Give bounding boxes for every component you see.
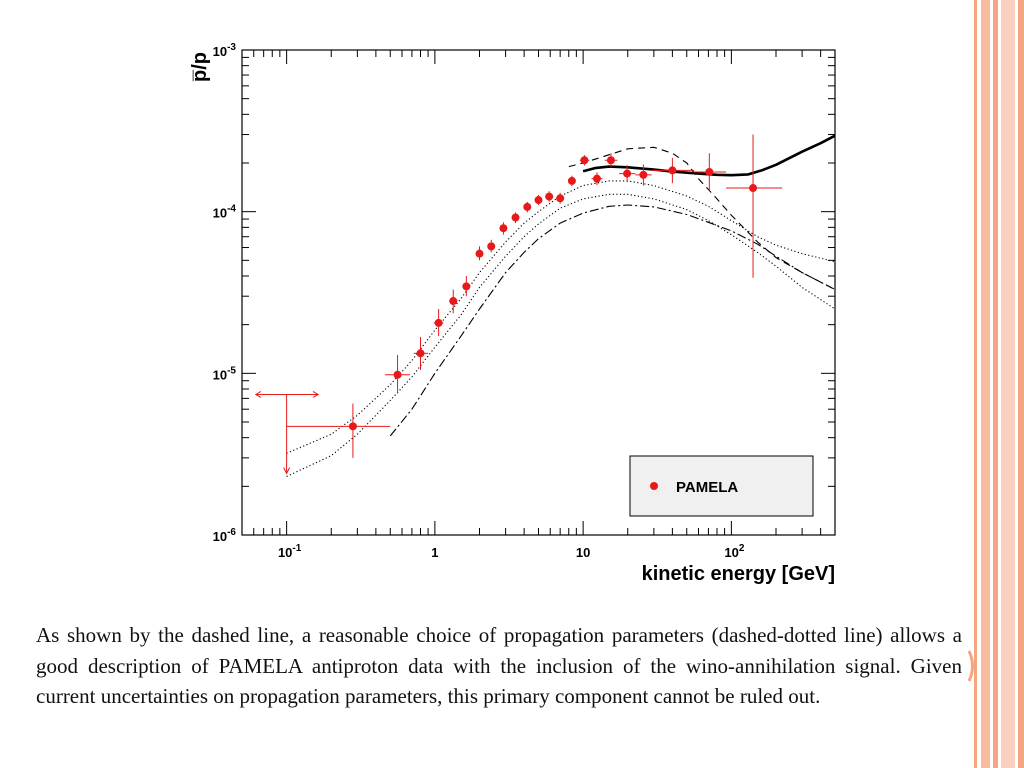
data-point [545, 192, 554, 201]
antiproton-ratio-chart: 10-1 1 10 102 10-6 10-5 10-4 10-3 kinetic energy… [180, 40, 840, 590]
data-point [534, 196, 543, 205]
stripe [1001, 0, 1015, 768]
x-tick-label: 102 [724, 543, 744, 560]
data-point [523, 202, 532, 211]
x-tick-label: 1 [431, 545, 438, 560]
data-point [434, 318, 443, 327]
upper-limit-arrow-right [312, 391, 320, 398]
data-point [499, 224, 508, 233]
data-point [462, 282, 471, 291]
chart-svg: 10-1 1 10 102 10-6 10-5 10-4 10-3 kinetic energy… [189, 42, 836, 585]
legend-box [629, 455, 814, 517]
upper-limit-arrow-left [254, 391, 262, 398]
x-tick-label: 10-1 [278, 543, 302, 560]
data-point [668, 166, 677, 175]
dotted-curve [286, 180, 836, 454]
data-point [348, 422, 357, 431]
plot-frame [241, 49, 836, 536]
data-point [511, 213, 520, 222]
data-point [487, 242, 496, 251]
data-point [749, 184, 758, 193]
stripe [974, 0, 977, 768]
data-point [393, 370, 402, 379]
y-tick-label: 10-5 [213, 365, 237, 382]
legend-marker [650, 482, 658, 490]
stripe [993, 0, 998, 768]
upper-limit-arrow-down [283, 467, 291, 475]
legend-label: PAMELA [676, 479, 738, 496]
data-point [416, 349, 425, 358]
data-point [606, 156, 615, 165]
y-tick-label: 10-6 [213, 527, 237, 544]
x-tick-label: 10 [576, 545, 590, 560]
data-point [556, 194, 565, 203]
orange-bracket-icon [967, 650, 974, 682]
data-point [705, 167, 714, 176]
data-point [580, 156, 589, 165]
y-tick-label: 10-3 [213, 42, 237, 59]
data-point [475, 249, 484, 258]
data-point [592, 174, 601, 183]
dotted-curve [286, 193, 836, 477]
solid-thick-curve [582, 134, 836, 177]
slide-caption: As shown by the dashed line, a reasonabl… [36, 623, 962, 708]
x-axis-title: kinetic energy [GeV] [642, 563, 835, 585]
data-point [567, 176, 576, 185]
data-point [623, 169, 632, 178]
data-point [639, 170, 648, 179]
stripe [1018, 0, 1024, 768]
data-point [449, 297, 458, 306]
decorative-stripes [974, 0, 1024, 768]
stripe [981, 0, 990, 768]
y-tick-label: 10-4 [213, 204, 237, 221]
y-axis-title: p̅/p [189, 52, 211, 82]
